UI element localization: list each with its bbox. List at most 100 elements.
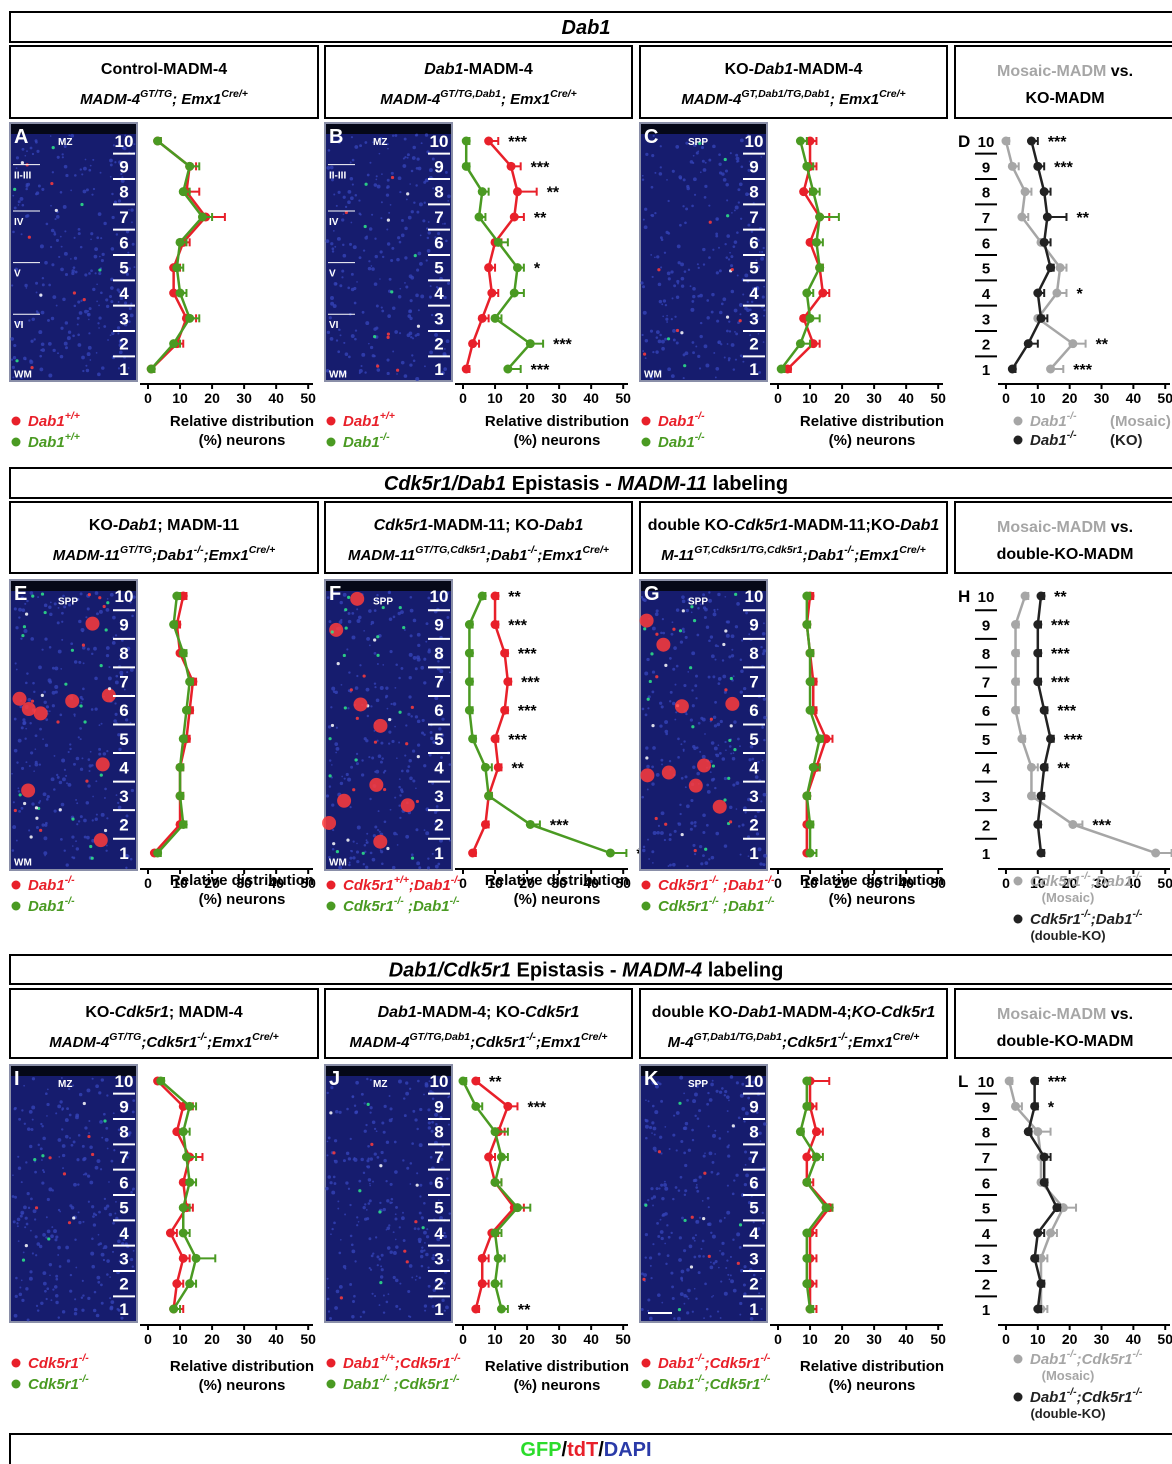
nucleus [708,676,711,679]
nucleus [643,846,645,848]
nucleus [83,167,87,171]
nucleus [363,630,365,632]
nucleus [760,800,762,802]
genotype: MADM-4GT/TG,Dab1; Emx1Cre/+ [380,88,576,108]
nucleus [72,334,75,337]
layer-label: 8 [982,646,990,663]
nucleus [74,1308,78,1312]
cell [401,798,415,812]
nucleus [355,329,357,331]
nucleus [343,1265,346,1268]
nucleus [399,794,401,796]
text-segment: ; MADM-11 [157,517,239,534]
data-point [497,1153,506,1162]
nucleus [715,832,719,836]
nucleus [84,310,88,314]
nucleus [95,591,99,595]
cell [356,717,359,720]
legend-marker [1014,915,1023,924]
nucleus [41,348,45,352]
text-segment: ;Dab1 [404,898,450,915]
nucleus [35,282,38,285]
nucleus [644,225,648,229]
nucleus [719,1219,722,1222]
nucleus [21,233,23,235]
nucleus [33,770,35,772]
nucleus [394,687,396,689]
nucleus [688,1149,691,1152]
significance: *** [1092,817,1111,834]
nucleus [125,867,127,869]
nucleus [408,695,411,698]
data-point [179,1203,188,1212]
nucleus [130,1258,133,1261]
cell [406,192,409,195]
data-point [491,1229,500,1238]
nucleus [25,761,27,763]
data-point [1046,1229,1055,1238]
nucleus [693,177,697,181]
series-line [151,141,202,369]
text-segment: ;Cdk5r1 [1077,1389,1133,1406]
text-segment: ; Emx1 [501,91,550,108]
text-segment: ;Dab1 [152,547,194,564]
nucleus [702,1255,705,1258]
nucleus [29,1110,33,1114]
nucleus [358,1180,361,1183]
nucleus [356,675,358,677]
nucleus [399,778,401,780]
data-point [1037,791,1046,800]
data-point [182,1153,191,1162]
nucleus [98,327,100,329]
layer-label: 2 [119,815,128,834]
nucleus [49,710,51,712]
layer-label: 4 [982,1226,991,1243]
nucleus [50,1299,52,1301]
cell [352,788,355,791]
nucleus [95,1166,99,1170]
data-point [468,734,477,743]
nucleus [340,334,342,336]
nucleus [370,1157,373,1160]
data-point [1040,187,1049,196]
nucleus [328,149,331,152]
nucleus [14,1314,18,1318]
cell [25,613,28,616]
data-point [500,649,509,658]
nucleus [398,612,401,615]
nucleus [17,1218,21,1222]
nucleus [381,201,383,203]
nucleus [685,775,688,778]
nucleus [716,320,719,323]
text-segment: MADM-11 [53,547,120,564]
nucleus [334,1182,337,1185]
cell [730,677,733,680]
x-tick-label: 50 [615,390,631,406]
nucleus [110,164,113,167]
nucleus [744,1265,747,1268]
nucleus [17,1225,19,1227]
nucleus [331,1191,335,1195]
nucleus [763,622,765,624]
nucleus [655,612,659,616]
nucleus [57,1104,61,1108]
nucleus [91,194,93,196]
cell [373,638,376,641]
legend-label: Dab1-/-;Cdk5r1-/- [1030,1386,1143,1406]
data-point [1011,620,1020,629]
nucleus [53,349,56,352]
nucleus [423,658,426,661]
cell [85,780,88,783]
layer-label: 8 [119,644,128,663]
text-segment: -/- [380,431,390,443]
text-segment: -/- [760,1352,770,1364]
x-axis-label: (%) neurons [199,891,286,908]
nucleus [667,232,670,235]
nucleus [80,738,82,740]
cell [98,268,101,271]
nucleus [349,243,352,246]
significance: *** [518,703,537,720]
nucleus [685,1122,688,1125]
nucleus [101,723,103,725]
cell [345,626,348,629]
